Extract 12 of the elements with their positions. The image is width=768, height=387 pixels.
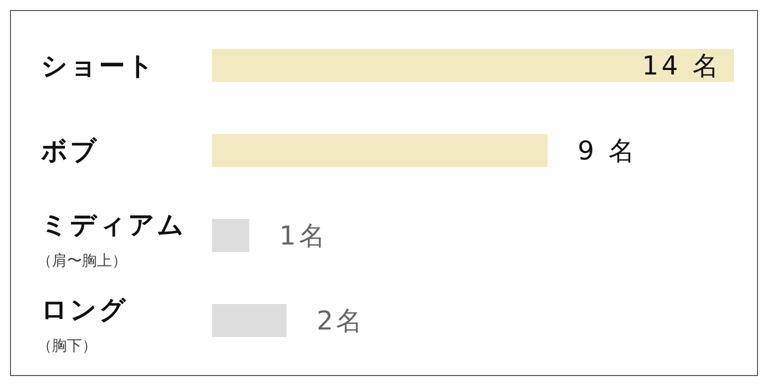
- bar: [212, 134, 548, 167]
- bar: [212, 219, 250, 252]
- y-tick-label: ボブ: [40, 136, 99, 166]
- y-tick-label: ロング（胸下）: [37, 296, 128, 354]
- data-label: 2名: [316, 306, 366, 336]
- data-label: 9 名: [578, 136, 638, 166]
- y-tick-label: ショート: [41, 52, 156, 82]
- y-tick-label: ミディアム（肩〜胸上）: [37, 210, 186, 270]
- bar: [212, 49, 734, 82]
- data-label: 1名: [279, 222, 328, 252]
- data-label: 14 名: [642, 52, 722, 82]
- bar: [212, 304, 287, 337]
